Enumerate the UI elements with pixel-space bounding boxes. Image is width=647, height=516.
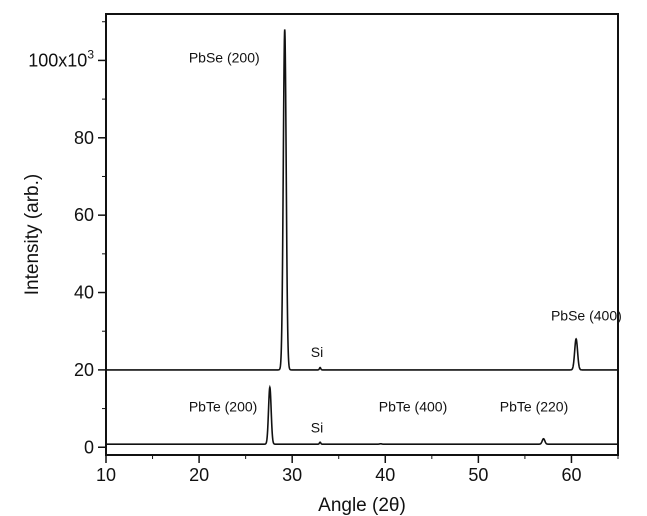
peak-label-1: PbSe (200) [189, 49, 260, 65]
peak-label-7: PbTe (220) [500, 398, 568, 414]
x-tick-label-20: 20 [189, 465, 209, 485]
x-tick-label-60: 60 [561, 465, 581, 485]
y-tick-label-0: 0 [84, 437, 94, 457]
x-axis-label: Angle (2θ) [318, 495, 406, 516]
series-group [106, 29, 618, 445]
series-line-2 [106, 384, 618, 445]
x-tick-label-50: 50 [468, 465, 488, 485]
y-tick-label-80: 80 [74, 128, 94, 148]
x-axis: 10 20 30 40 50 60 [96, 455, 619, 485]
peak-label-5: Si [311, 420, 323, 436]
annotations: PbSe (200) Si PbSe (400) PbTe (200) Si PbTe (… [189, 49, 622, 435]
x-tick-label-40: 40 [375, 465, 395, 485]
plot-frame [105, 13, 619, 456]
peak-label-3: PbSe (400) [551, 307, 622, 323]
y-tick-label-60: 60 [74, 205, 94, 225]
peak-label-4: PbTe (200) [189, 398, 257, 414]
y-tick-label-40: 40 [74, 283, 94, 303]
x-tick-label-30: 30 [282, 465, 302, 485]
y-tick-label-100: 100x103 [28, 47, 94, 70]
peak-label-6: PbTe (400) [379, 398, 447, 414]
series-line-1 [106, 29, 618, 371]
y-axis: 0 20 40 60 80 100x103 [28, 21, 106, 457]
y-axis-label: Intensity (arb.) [22, 174, 43, 295]
peak-label-2: Si [311, 344, 323, 360]
plot-border [105, 13, 619, 456]
x-tick-label-10: 10 [96, 465, 116, 485]
y-tick-label-20: 20 [74, 360, 94, 380]
